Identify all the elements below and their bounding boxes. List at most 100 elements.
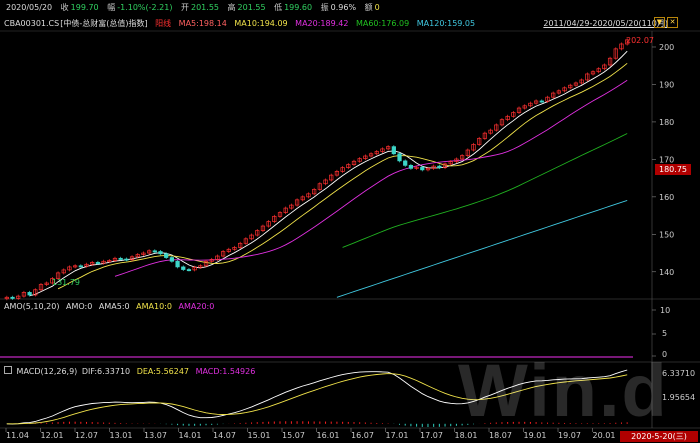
ma60-line xyxy=(342,133,628,248)
quote-date: 2020/05/20 xyxy=(6,3,53,12)
price-axis: 140 150 160 170 180 190 200 xyxy=(652,43,674,277)
candle-up xyxy=(380,148,385,152)
current-price-marker: 180.75 xyxy=(655,164,691,175)
candle-up xyxy=(266,221,271,227)
open-label: 开 xyxy=(181,3,189,12)
candle-up xyxy=(386,146,391,150)
candle-down xyxy=(403,160,408,166)
candle-up xyxy=(135,254,140,258)
candle-up xyxy=(289,204,294,209)
time-tick-label: 13.01 xyxy=(110,431,133,440)
chevron-down-icon[interactable]: ▼ xyxy=(654,17,665,28)
volume-value: 0 xyxy=(374,3,380,12)
candle-up xyxy=(374,151,379,155)
dif-value: DIF:6.33710 xyxy=(81,367,131,376)
candle-up xyxy=(351,160,357,165)
ma5-line xyxy=(29,50,628,297)
time-tick-label: 17.07 xyxy=(420,431,443,440)
candle-up xyxy=(16,295,21,299)
macd-value: MACD:1.54926 xyxy=(195,367,256,376)
candle-down xyxy=(152,250,157,253)
time-tick-label: 14.07 xyxy=(213,431,236,440)
candle-up xyxy=(4,296,9,300)
candle-up xyxy=(192,266,197,271)
candle-up xyxy=(317,183,322,190)
candle-down xyxy=(95,262,101,264)
candle-down xyxy=(164,253,169,258)
candle-up xyxy=(300,196,305,201)
candle-up xyxy=(73,265,78,268)
candle-up xyxy=(255,230,260,236)
candle-up xyxy=(306,193,311,198)
time-tick-label: 13.07 xyxy=(144,431,167,440)
change-value: -1.10%(-2.21) xyxy=(117,3,173,12)
time-tick-label: 16.01 xyxy=(317,431,340,440)
chart-type-label[interactable]: 阳线 xyxy=(155,19,172,28)
candle-up xyxy=(249,234,254,240)
amo-legend: AMO(5,10,20) AMO:0 AMA5:0 AMA10:0 AMA20:… xyxy=(0,302,214,311)
candle-up xyxy=(312,189,317,195)
dif-line xyxy=(6,369,628,425)
candle-down xyxy=(10,296,15,299)
price-tick-label: 200 xyxy=(659,43,674,52)
candle-up xyxy=(55,272,61,279)
macd-legend: MACD(12,26,9) DIF:6.33710 DEA:5.56247 MA… xyxy=(0,366,255,376)
candle-up xyxy=(357,158,362,162)
candle-up xyxy=(625,39,630,45)
candle-up xyxy=(460,155,465,160)
high-value: 201.55 xyxy=(237,3,266,12)
max-price-label: 202.07 xyxy=(626,36,654,45)
candle-up xyxy=(283,207,288,213)
candle-up xyxy=(573,82,579,86)
macd-collapse-icon[interactable] xyxy=(4,366,12,374)
candle-up xyxy=(585,73,590,81)
ma20-legend: MA20:189.42 xyxy=(295,19,349,28)
candle-down xyxy=(408,165,414,169)
period-range[interactable]: 2011/04/29-2020/05/20(110月) xyxy=(543,19,668,28)
candle-up xyxy=(340,167,345,172)
candle-up xyxy=(21,292,27,297)
close-value: 199.70 xyxy=(70,3,99,12)
candle-up xyxy=(50,278,55,284)
candle-down xyxy=(27,292,32,296)
macd-tick-high: 6.33710 xyxy=(662,369,696,378)
candle-up xyxy=(471,144,476,151)
candle-down xyxy=(420,166,425,171)
selected-date-box: 2020-5-20(三) xyxy=(620,431,698,442)
candle-up xyxy=(260,225,266,231)
candle-up xyxy=(101,260,106,264)
candle-up xyxy=(607,57,613,66)
candle-up xyxy=(579,79,584,84)
candle-down xyxy=(539,100,544,103)
candle-up xyxy=(363,155,368,159)
time-tick-label: 20.01 xyxy=(593,431,616,440)
candle-up xyxy=(334,171,340,176)
candle-up xyxy=(277,212,283,217)
candle-up xyxy=(499,119,505,126)
candle-up xyxy=(465,149,470,156)
amo-tick-0: 0 xyxy=(662,350,668,359)
ma20-line xyxy=(114,79,628,277)
candle-up xyxy=(238,242,243,248)
candle-up xyxy=(511,112,516,117)
candle-up xyxy=(482,132,487,139)
candle-down xyxy=(118,257,123,260)
candle-up xyxy=(112,257,118,261)
candle-up xyxy=(215,255,220,260)
candle-down xyxy=(437,165,442,168)
candle-up xyxy=(602,64,607,70)
price-tick-label: 180 xyxy=(659,118,674,127)
price-tick-label: 170 xyxy=(659,155,674,164)
candle-up xyxy=(198,265,203,268)
ma10-legend: MA10:194.09 xyxy=(234,19,288,28)
candlesticks xyxy=(4,38,630,301)
candle-up xyxy=(494,124,499,131)
dea-line xyxy=(6,373,628,425)
candle-up xyxy=(220,251,226,257)
price-tick-label: 190 xyxy=(659,80,674,89)
dea-value: DEA:5.56247 xyxy=(136,367,190,376)
close-icon[interactable]: ✕ xyxy=(667,17,678,28)
candle-up xyxy=(209,259,214,262)
candle-up xyxy=(522,105,527,109)
